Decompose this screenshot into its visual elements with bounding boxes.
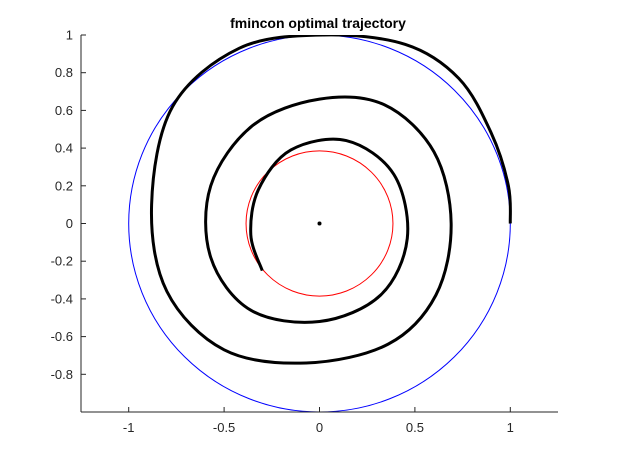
x-tick-label: -1	[123, 420, 135, 435]
x-tick-label: 1	[507, 420, 514, 435]
y-tick-label: 0.8	[55, 65, 73, 80]
plot-content	[128, 35, 512, 412]
trajectory-line	[149, 35, 512, 365]
y-tick-label: 1	[66, 28, 73, 43]
y-tick-label: -0.4	[51, 291, 73, 306]
y-tick-label: 0.2	[55, 178, 73, 193]
center-point	[317, 221, 322, 226]
y-tick-label: -0.6	[51, 329, 73, 344]
x-tick-label: 0	[316, 420, 323, 435]
chart-title: fmincon optimal trajectory	[230, 15, 406, 31]
x-tick-label: 0.5	[406, 420, 424, 435]
axes: -1 -0.5 0 0.5 1 1 0.8 0.6 0.4 0.2 0 -0.2 -0.4 -0.6 -0.…	[51, 28, 558, 435]
y-tick-label: 0.4	[55, 141, 73, 156]
x-tick-label: -0.5	[213, 420, 235, 435]
y-tick-label: 0	[66, 216, 73, 231]
y-tick-label: 0.6	[55, 103, 73, 118]
inner-orbit-circle	[245, 150, 394, 297]
y-tick-label: -0.8	[51, 367, 73, 382]
plot-area	[128, 35, 512, 412]
y-tick-label: -0.2	[51, 254, 73, 269]
